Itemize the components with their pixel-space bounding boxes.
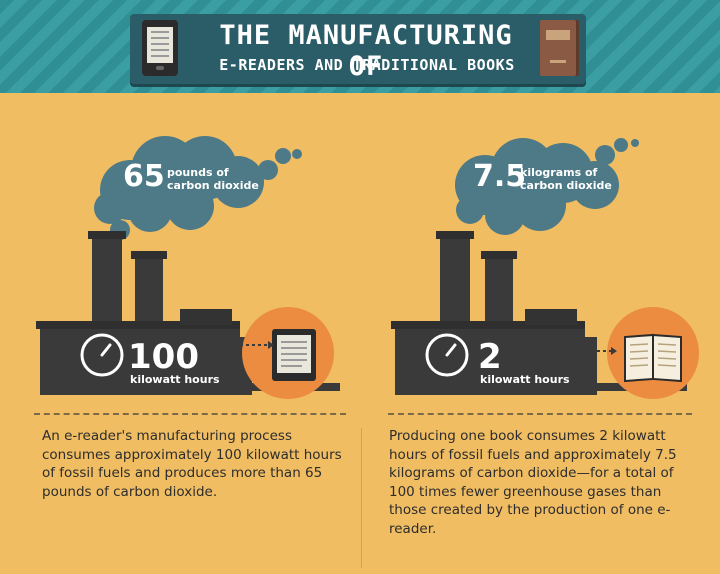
center-divider bbox=[361, 428, 362, 568]
smoke-cloud-left bbox=[94, 136, 302, 249]
title-box: THE MANUFACTURING OF E-READERS AND TRADI… bbox=[130, 14, 586, 84]
right-cloud-unit-line1: kilograms of bbox=[520, 166, 598, 179]
left-factory-number: 100 bbox=[128, 337, 199, 377]
left-cloud-unit-line1: pounds of bbox=[167, 166, 229, 179]
left-cloud-number: 65 bbox=[123, 159, 165, 194]
right-factory-unit: kilowatt hours bbox=[480, 373, 570, 386]
book-icon bbox=[540, 20, 576, 76]
page-subtitle: E-READERS AND TRADITIONAL BOOKS bbox=[219, 56, 515, 74]
header-banner: THE MANUFACTURING OF E-READERS AND TRADI… bbox=[0, 0, 720, 93]
right-description: Producing one book consumes 2 kilowatt h… bbox=[389, 428, 677, 537]
right-cloud-unit-line2: carbon dioxide bbox=[520, 179, 612, 192]
left-factory-unit: kilowatt hours bbox=[130, 373, 220, 386]
page-title: THE MANUFACTURING OF bbox=[219, 20, 513, 82]
right-factory-number: 2 bbox=[478, 337, 502, 377]
left-dashed-divider bbox=[34, 413, 346, 415]
factory-left bbox=[36, 231, 340, 399]
right-dashed-divider bbox=[388, 413, 692, 415]
left-cloud-unit-line2: carbon dioxide bbox=[167, 179, 259, 192]
factory-right bbox=[391, 231, 699, 399]
ereader-icon bbox=[142, 20, 178, 76]
right-cloud-number: 7.5 bbox=[473, 159, 527, 194]
smoke-cloud-right bbox=[455, 138, 639, 235]
left-description: An e-reader's manufacturing process cons… bbox=[42, 428, 342, 500]
